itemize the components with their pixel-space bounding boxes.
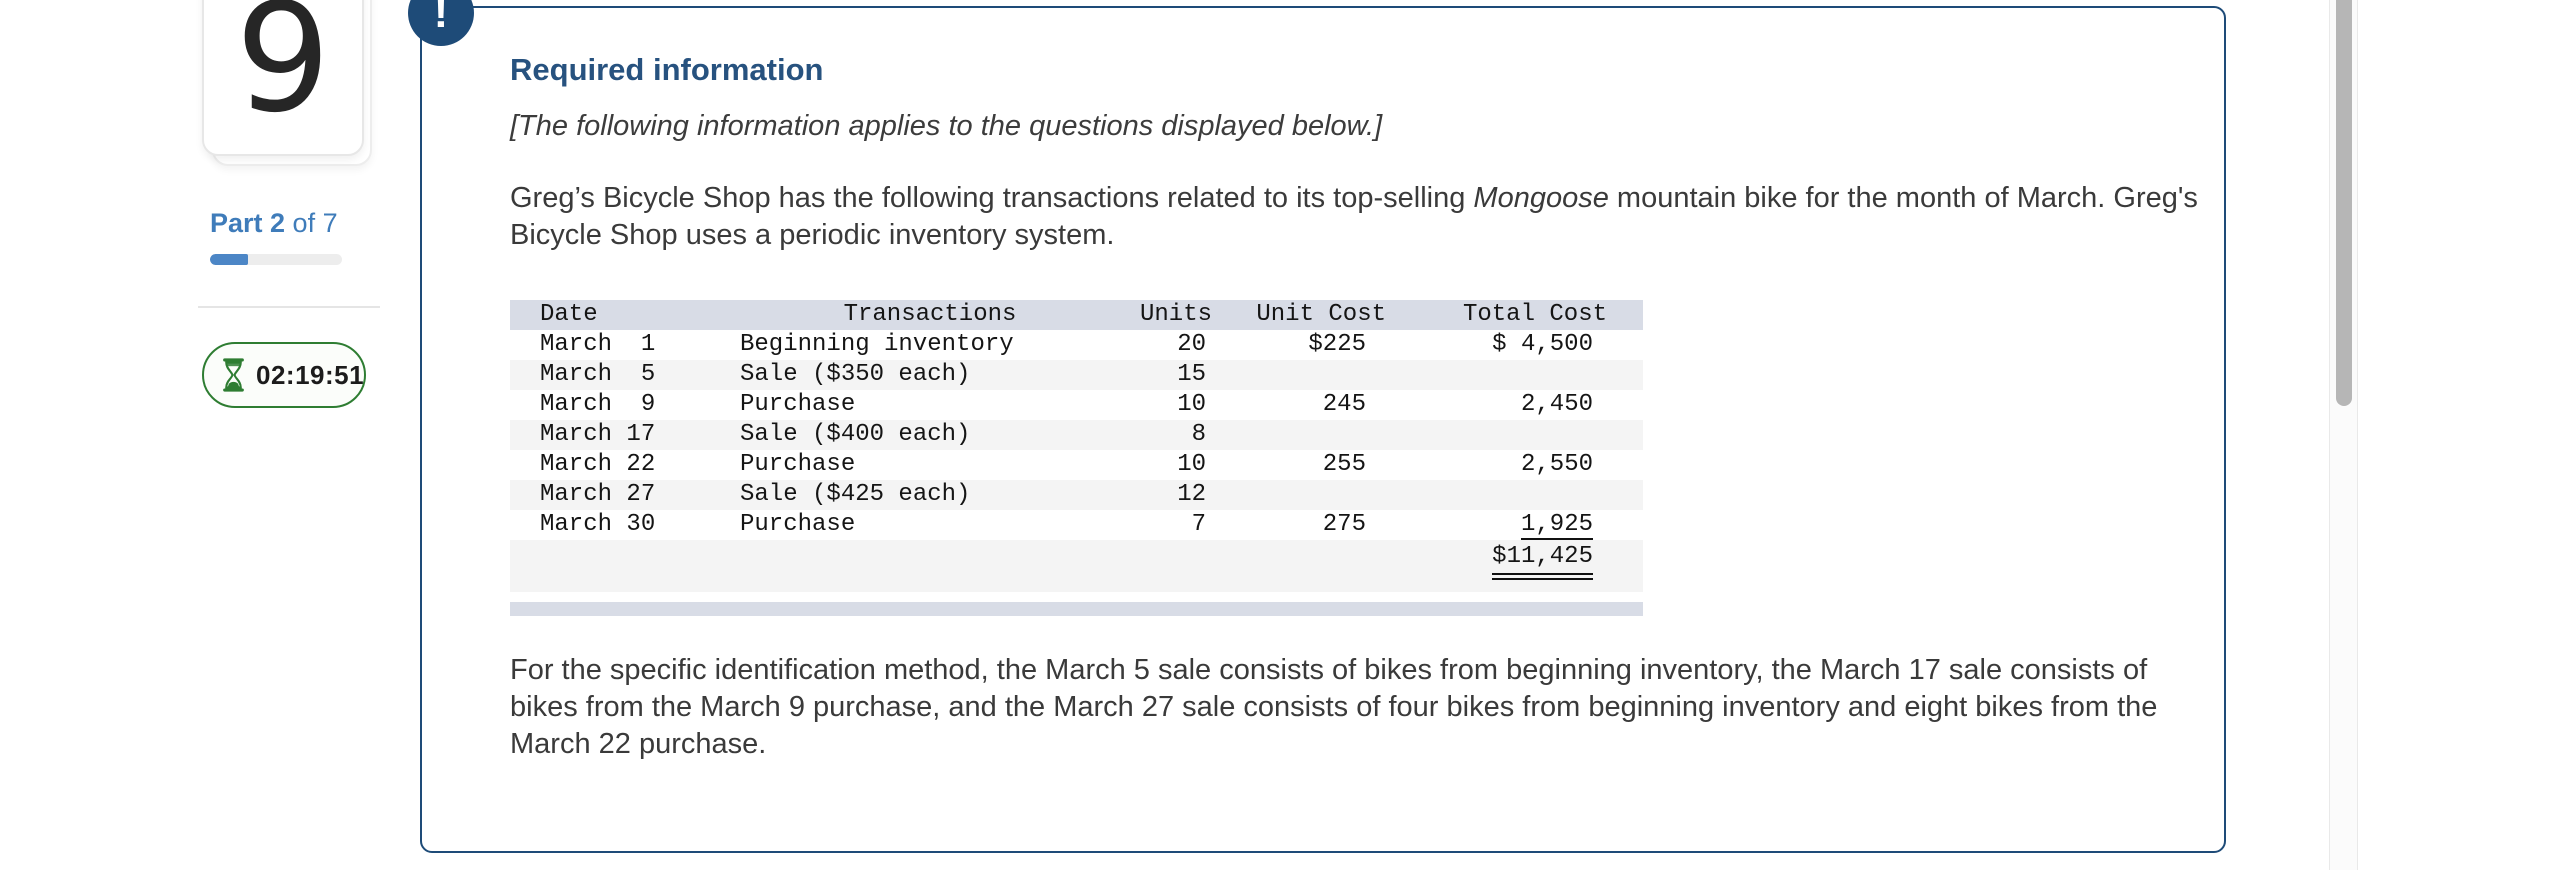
timer-button[interactable]: 02:19:51 [202, 342, 366, 408]
table-cell: March 22 [540, 451, 656, 478]
table-cell [1390, 480, 1643, 510]
table-cell: March 5 [540, 361, 656, 388]
table-row: March 5 Sale ($350 each) 15 [510, 360, 1643, 390]
table-header-row: Date Transactions Units Unit Cost Total … [510, 300, 1643, 330]
header-total-cost: Total Cost [1462, 301, 1607, 328]
table-cell: 2,550 [1520, 451, 1593, 478]
intro-text-italic: Mongoose [1473, 182, 1609, 214]
table-cell: 12 [1177, 481, 1206, 508]
table-cell: Beginning inventory [740, 331, 1014, 358]
part-total: of 7 [285, 208, 338, 238]
header-date: Date [540, 301, 598, 328]
hourglass-icon [220, 357, 247, 393]
required-information-panel: ! Required information [The following in… [408, 0, 2226, 853]
table-cell: March 17 [540, 421, 656, 448]
vertical-scrollbar-track[interactable] [2329, 0, 2358, 870]
table-row: March 9 Purchase 10 245 2,450 [510, 390, 1643, 420]
table-cell: 15 [1177, 361, 1206, 388]
closing-paragraph: For the specific identification method, … [510, 654, 2158, 760]
intro-paragraph: Greg’s Bicycle Shop has the following tr… [510, 180, 2202, 254]
table-cell: 10 [1177, 391, 1206, 418]
table-bottom-bar [510, 602, 1643, 616]
table-cell: Sale ($400 each) [740, 421, 971, 448]
table-cell: March 27 [540, 481, 656, 508]
intro-text-before: Greg’s Bicycle Shop has the following tr… [510, 182, 1474, 214]
part-progress-bar [210, 254, 342, 265]
table-cell: Purchase [740, 511, 856, 538]
table-cell: 275 [1322, 511, 1366, 538]
table-row: March 30 Purchase 7 275 1,925 [510, 510, 1643, 540]
table-cell [1220, 420, 1390, 450]
sidebar-divider [198, 306, 380, 308]
table-cell: $225 [1308, 331, 1366, 358]
table-row: March 1 Beginning inventory 20 $225 $ 4,500 [510, 330, 1643, 360]
panel-heading: Required information [510, 52, 824, 87]
grand-total-value: $11,425 [1492, 543, 1593, 580]
table-cell: Sale ($350 each) [740, 361, 971, 388]
table-cell [1220, 480, 1390, 510]
intro-text-after: mountain bike for the month of March. Gr… [510, 182, 2198, 251]
table-cell: Sale ($425 each) [740, 481, 971, 508]
table-row: March 17 Sale ($400 each) 8 [510, 420, 1643, 450]
question-number: 9 [235, 0, 331, 146]
header-unit-cost: Unit Cost [1256, 301, 1386, 328]
table-cell: 2,450 [1520, 391, 1593, 418]
table-cell: 20 [1177, 331, 1206, 358]
table-cell [1220, 360, 1390, 390]
applies-below-notice: [The following information applies to th… [510, 110, 1383, 142]
table-cell: 10 [1177, 451, 1206, 478]
part-number: Part 2 [210, 208, 286, 238]
table-cell: March 9 [540, 391, 656, 418]
table-cell [1390, 420, 1643, 450]
part-indicator: Part 2 of 7 [210, 208, 338, 239]
table-cell: 255 [1322, 451, 1366, 478]
header-units: Units [1139, 301, 1212, 328]
table-cell [1390, 360, 1643, 390]
question-card [202, 0, 364, 156]
table-cell: 1,925 [1520, 511, 1593, 540]
timer-value: 02:19:51 [256, 359, 365, 390]
table-cell: 245 [1322, 391, 1366, 418]
grand-total-cell: $11,425 [1390, 540, 1643, 580]
table-cell: March 30 [540, 511, 656, 538]
table-cell: 7 [1191, 511, 1206, 538]
vertical-scrollbar-thumb[interactable] [2336, 0, 2352, 406]
header-transactions: Transactions [843, 301, 1017, 328]
table-cell: Purchase [740, 391, 856, 418]
progress-fill [210, 254, 249, 265]
table-cell: March 1 [540, 331, 656, 358]
table-row: March 22 Purchase 10 255 2,550 [510, 450, 1643, 480]
table-cell: Purchase [740, 451, 856, 478]
alert-icon: ! [408, 0, 474, 46]
table-cell: 8 [1191, 421, 1206, 448]
table-total-row: $11,425 [510, 540, 1643, 592]
inventory-table: Date Transactions Units Unit Cost Total … [510, 300, 1643, 616]
table-row: March 27 Sale ($425 each) 12 [510, 480, 1643, 510]
table-cell: $ 4,500 [1492, 331, 1593, 358]
